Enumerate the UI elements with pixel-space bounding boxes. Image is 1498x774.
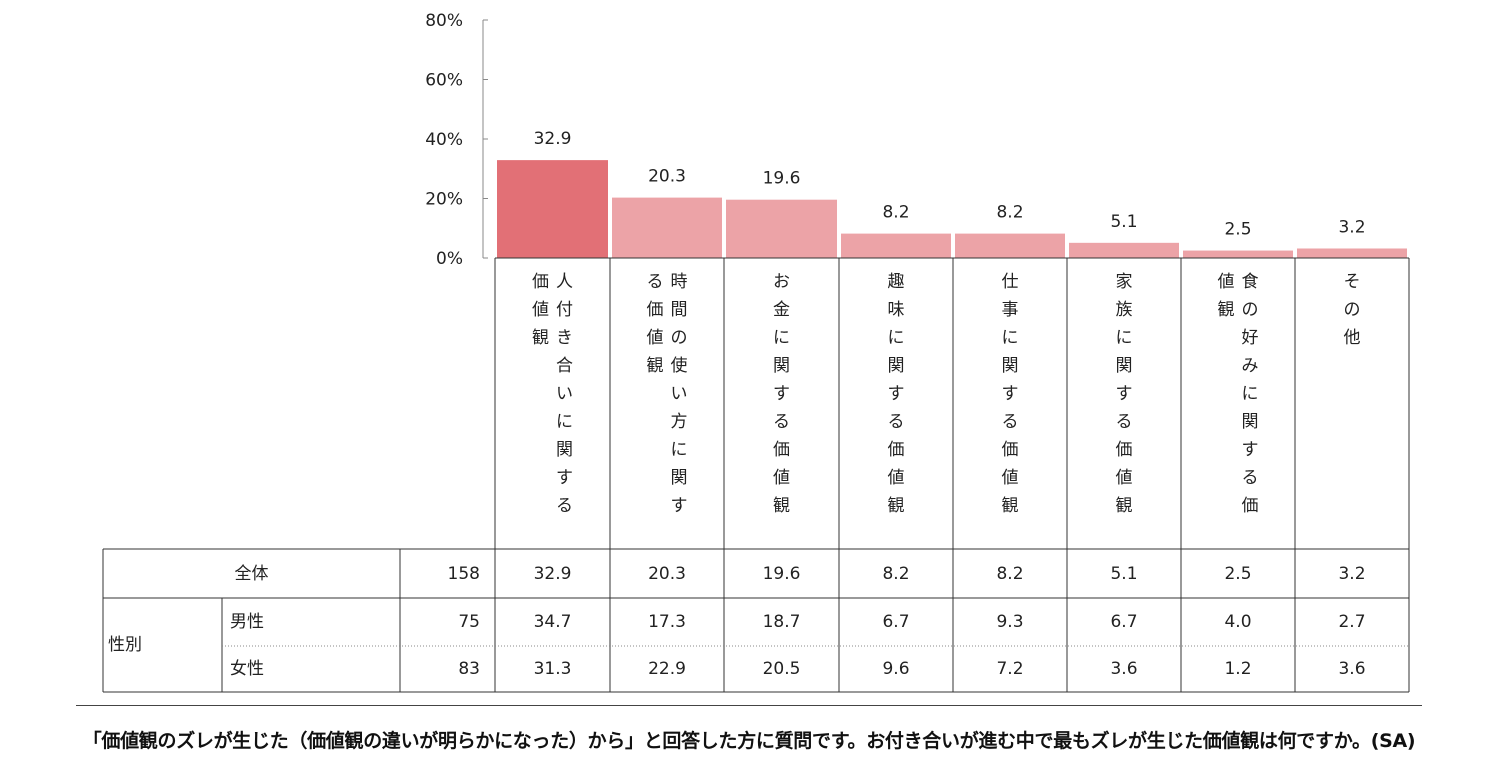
table-cell: 31.3: [533, 659, 572, 679]
bar-value-label: 8.2: [996, 203, 1023, 223]
bar: [1069, 242, 1179, 258]
table-cell: 1.2: [1224, 659, 1252, 679]
group-label: 性別: [108, 635, 142, 655]
table-cell: 8.2: [996, 563, 1024, 584]
category-label-column: 人付き合いに関する: [556, 272, 573, 516]
bar: [726, 199, 837, 258]
row-n: 83: [458, 659, 480, 679]
bar-value-label: 3.2: [1338, 217, 1365, 237]
category-label: 家族に関する価値観: [1067, 268, 1181, 538]
table-cell: 20.5: [762, 659, 801, 679]
category-label-column: その他: [1343, 272, 1361, 348]
table-cell: 34.7: [533, 612, 572, 632]
row-label: 全体: [234, 563, 269, 584]
category-label: その他: [1295, 268, 1409, 538]
category-label-column: 家族に関する価値観: [1115, 272, 1133, 516]
bar: [1297, 248, 1407, 258]
category-label-column: 値観: [1217, 272, 1235, 320]
table-cell: 4.0: [1224, 612, 1252, 632]
category-label: 価値観人付き合いに関する: [495, 268, 610, 538]
category-label: お金に関する価値観: [724, 268, 839, 538]
table-cell: 20.3: [648, 563, 686, 584]
bar-value-label: 5.1: [1110, 212, 1137, 232]
table-cell: 2.5: [1224, 563, 1252, 584]
category-label-column: 仕事に関する価値観: [1001, 272, 1019, 516]
bar: [1183, 250, 1293, 258]
bar: [841, 233, 951, 258]
y-tick-label: 0%: [436, 249, 463, 269]
table-cell: 18.7: [762, 612, 801, 632]
chart-caption: 「価値観のズレが生じた（価値観の違いが明らかになった）から」と回答した方に質問で…: [82, 730, 1416, 752]
bar-value-label: 19.6: [763, 169, 801, 189]
table-cell: 22.9: [648, 659, 686, 679]
y-tick-label: 60%: [425, 71, 463, 91]
table-cell: 6.7: [1110, 612, 1138, 632]
row-label: 男性: [230, 612, 264, 632]
table-cell: 3.2: [1338, 563, 1366, 584]
bar: [612, 197, 722, 258]
category-label: 仕事に関する価値観: [953, 268, 1067, 538]
category-label-column: る価値観: [646, 272, 664, 376]
table-cell: 19.6: [762, 563, 801, 584]
bar-value-label: 20.3: [648, 167, 686, 187]
table-cell: 3.6: [1110, 659, 1138, 679]
category-label-column: 価値観: [532, 272, 549, 348]
table-cell: 17.3: [648, 612, 686, 632]
category-label: 値観食の好みに関する価: [1181, 268, 1295, 538]
bar-value-label: 8.2: [882, 203, 909, 223]
category-label-column: 趣味に関する価値観: [887, 272, 905, 516]
table-cell: 8.2: [882, 563, 910, 584]
y-tick-label: 20%: [425, 190, 463, 210]
y-tick-label: 80%: [425, 11, 463, 31]
category-label-column: 時間の使い方に関す: [670, 272, 688, 516]
table-cell: 3.6: [1338, 659, 1366, 679]
row-n: 158: [447, 563, 480, 584]
row-label: 女性: [230, 659, 264, 679]
table-cell: 5.1: [1110, 563, 1138, 584]
bar-value-label: 32.9: [534, 129, 572, 149]
category-label: る価値観時間の使い方に関す: [610, 268, 724, 538]
table-cell: 9.3: [996, 612, 1024, 632]
table-cell: 6.7: [882, 612, 910, 632]
table-cell: 9.6: [882, 659, 910, 679]
bar: [955, 233, 1065, 258]
table-cell: 7.2: [996, 659, 1024, 679]
table-cell: 32.9: [533, 563, 572, 584]
category-label-column: お金に関する価値観: [773, 272, 790, 516]
y-tick-label: 40%: [425, 130, 463, 150]
row-n: 75: [458, 612, 480, 632]
caption-rule: [76, 705, 1422, 706]
category-label: 趣味に関する価値観: [839, 268, 953, 538]
bar: [497, 160, 608, 258]
category-label-column: 食の好みに関する価: [1241, 272, 1259, 516]
table-cell: 2.7: [1338, 612, 1366, 632]
bar-value-label: 2.5: [1224, 220, 1251, 240]
